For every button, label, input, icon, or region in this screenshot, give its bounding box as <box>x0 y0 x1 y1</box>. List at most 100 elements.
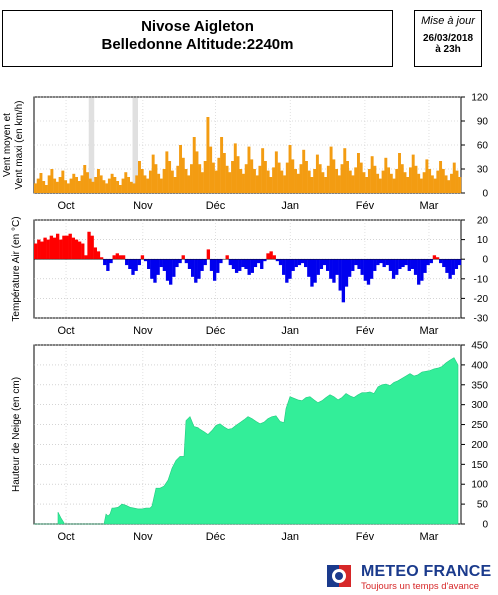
temperature-bar <box>395 259 399 275</box>
wind-bar <box>346 161 349 193</box>
temperature-bar <box>338 259 342 291</box>
wind-bar <box>184 169 188 193</box>
temperature-bar <box>115 253 119 260</box>
wind-bar <box>154 164 158 193</box>
wind-bar <box>96 169 100 193</box>
wind-bar <box>422 172 426 193</box>
temperature-bar <box>238 259 242 271</box>
wind-bar <box>181 157 185 193</box>
wind-bar <box>187 175 191 193</box>
wind-bar <box>362 172 366 193</box>
temperature-bar <box>366 259 371 285</box>
temperature-bar <box>234 259 239 273</box>
wind-bar <box>231 161 235 193</box>
wind-bar <box>228 172 232 193</box>
wind-bar <box>417 173 421 193</box>
wind-bar <box>354 167 358 193</box>
wind-bar <box>356 153 360 193</box>
temperature-bar <box>310 259 314 287</box>
temperature-bar <box>68 233 72 260</box>
temperature-bar <box>169 259 173 285</box>
temperature-bar <box>354 259 358 266</box>
wind-bar <box>291 159 295 193</box>
wind-bar <box>44 185 48 193</box>
temperature-bar <box>319 259 324 269</box>
temperature-bar <box>423 259 427 273</box>
wind-bar <box>296 173 300 193</box>
temperature-bar <box>285 259 289 283</box>
wind-bar <box>47 175 51 193</box>
wind-bar <box>419 178 423 193</box>
temperature-bar <box>194 259 198 283</box>
update-time: à 23h <box>435 44 461 55</box>
temperature-bar <box>454 259 459 269</box>
y-axis-title-wind-line2: Vent maxi (en km/h) <box>14 101 25 190</box>
temperature-bar <box>206 249 211 260</box>
wind-bar <box>389 173 393 193</box>
temperature-bar <box>216 259 220 273</box>
missing-data-band <box>132 98 139 192</box>
wind-bar <box>450 173 453 193</box>
temperature-bar <box>272 255 276 260</box>
wind-bar <box>107 178 111 193</box>
wind-bar <box>190 164 193 193</box>
logo-tagline: Toujours un temps d'avance <box>361 581 479 592</box>
meteo-france-logo-icon <box>327 565 351 587</box>
temperature-bar <box>448 259 452 279</box>
wind-bar <box>381 170 385 193</box>
wind-bar <box>403 172 407 193</box>
y-tick-label-snow: 50 <box>477 500 489 511</box>
temperature-bar <box>112 255 116 260</box>
wind-bar <box>110 173 114 193</box>
temperature-bar <box>84 255 88 260</box>
wind-bar <box>75 177 78 193</box>
wind-bar <box>272 167 276 193</box>
temperature-bar <box>131 259 135 275</box>
wind-bar <box>138 161 141 193</box>
wind-bar <box>113 177 117 193</box>
wind-bar <box>373 165 377 193</box>
wind-bar <box>337 175 341 193</box>
y-tick-label-snow: 300 <box>471 400 488 411</box>
temperature-bar <box>49 235 54 260</box>
y-tick-label-snow: 150 <box>471 460 488 471</box>
temperature-bar <box>291 259 295 271</box>
temperature-bar <box>71 237 76 260</box>
temperature-bar <box>382 259 386 268</box>
wind-bar <box>340 164 344 193</box>
y-tick-label-snow: 350 <box>471 380 488 391</box>
wind-bar <box>61 170 65 193</box>
temperature-bar <box>347 259 352 277</box>
temperature-bar <box>165 259 170 281</box>
temperature-bar <box>74 239 79 260</box>
wind-bar <box>277 162 281 193</box>
temperature-bar <box>398 259 402 269</box>
temperature-bar <box>388 259 393 271</box>
wind-bar <box>146 178 150 193</box>
temperature-bar <box>175 259 179 268</box>
temperature-bar <box>413 259 418 275</box>
wind-bar <box>376 173 380 193</box>
temperature-bar <box>357 259 361 269</box>
wind-bar <box>441 169 445 193</box>
wind-bar <box>42 181 46 193</box>
wind-bar <box>118 185 122 193</box>
y-axis-title-wind-line1: Vent moyen et <box>2 113 13 177</box>
temperature-bar <box>275 259 280 262</box>
temperature-bar <box>344 259 349 287</box>
temperature-bar <box>190 259 195 277</box>
y-tick-label-wind: 0 <box>482 189 488 200</box>
wind-bar <box>165 151 169 193</box>
wind-bar <box>242 173 245 193</box>
temperature-bar <box>432 255 437 260</box>
wind-bar <box>86 172 89 193</box>
month-label-temp: Mar <box>419 325 438 337</box>
wind-bar <box>343 148 347 193</box>
wind-bar <box>280 170 284 193</box>
wind-bar <box>455 170 459 193</box>
temperature-bar <box>231 259 236 269</box>
wind-bar <box>400 164 404 193</box>
temperature-bar <box>410 259 415 269</box>
temperature-bar <box>316 259 320 275</box>
temperature-bar <box>401 259 405 268</box>
